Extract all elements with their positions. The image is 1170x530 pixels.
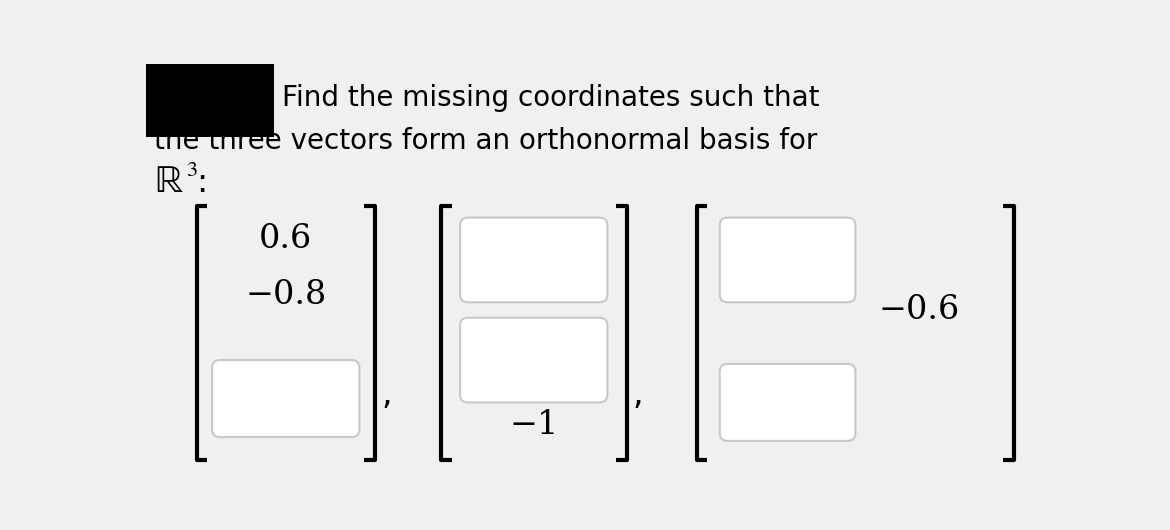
Text: Find the missing coordinates such that: Find the missing coordinates such that [282,84,819,112]
Text: ,: , [633,378,644,411]
Text: −0.8: −0.8 [246,279,326,311]
Text: :: : [197,166,208,199]
Text: 3: 3 [186,162,198,181]
Text: ,: , [381,378,392,411]
Text: the three vectors form an orthonormal basis for: the three vectors form an orthonormal ba… [154,127,818,155]
FancyBboxPatch shape [212,360,359,437]
FancyBboxPatch shape [146,64,274,137]
FancyBboxPatch shape [720,218,855,302]
FancyBboxPatch shape [720,364,855,441]
Text: ℝ: ℝ [154,165,183,200]
Text: −1: −1 [509,410,558,441]
FancyBboxPatch shape [460,317,607,402]
Text: −0.6: −0.6 [879,294,959,326]
FancyBboxPatch shape [460,218,607,302]
Text: 0.6: 0.6 [259,223,312,255]
